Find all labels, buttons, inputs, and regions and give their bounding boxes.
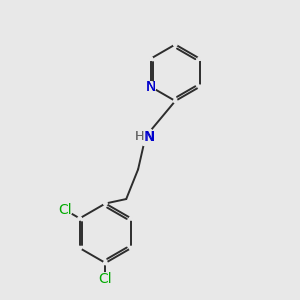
Circle shape <box>198 57 202 60</box>
Circle shape <box>129 246 133 250</box>
Circle shape <box>149 57 153 60</box>
Circle shape <box>173 99 177 103</box>
Text: H: H <box>134 130 144 143</box>
Circle shape <box>146 82 156 92</box>
Circle shape <box>149 85 153 88</box>
Circle shape <box>78 217 82 220</box>
Circle shape <box>136 128 154 146</box>
Text: Cl: Cl <box>59 203 72 217</box>
Text: Cl: Cl <box>99 272 112 286</box>
Circle shape <box>59 204 72 217</box>
Circle shape <box>146 82 156 92</box>
Text: N: N <box>144 130 154 144</box>
Text: N: N <box>146 80 156 94</box>
Circle shape <box>129 217 133 220</box>
Circle shape <box>173 43 177 46</box>
Circle shape <box>137 128 154 145</box>
Circle shape <box>78 246 82 250</box>
Text: N: N <box>146 80 156 94</box>
Circle shape <box>103 202 107 205</box>
Text: H: H <box>135 130 144 143</box>
Circle shape <box>99 273 112 286</box>
Circle shape <box>103 261 107 265</box>
Text: N: N <box>145 130 155 144</box>
Circle shape <box>198 85 202 88</box>
